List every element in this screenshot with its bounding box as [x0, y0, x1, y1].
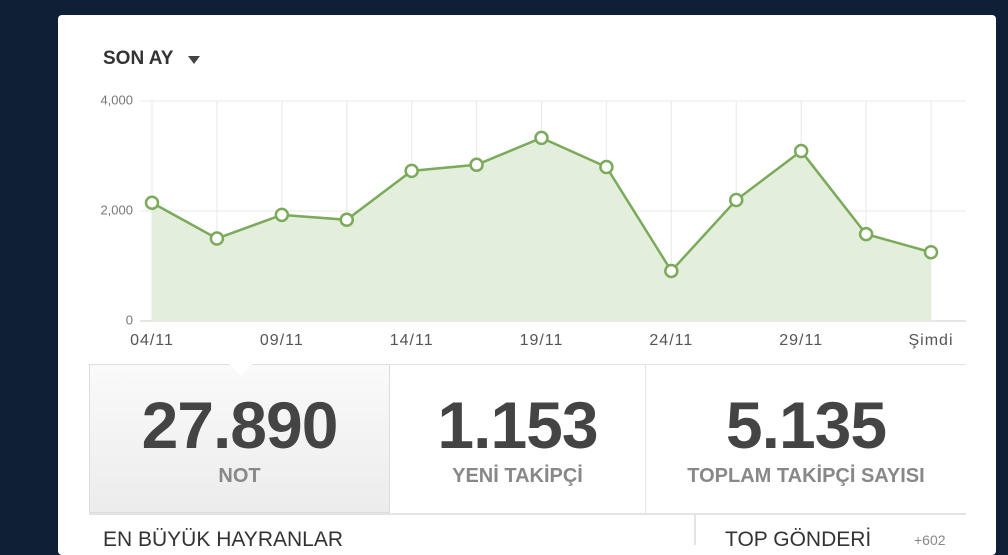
x-tick-label: 14/11: [390, 332, 434, 349]
y-tick-label: 2,000: [100, 202, 133, 217]
point: [599, 159, 614, 175]
x-tick-label: 04/11: [130, 332, 174, 349]
stat-label: TOPLAM TAKİPÇİ SAYISI: [687, 465, 925, 487]
stat-label: NOT: [218, 465, 261, 487]
x-tick-label: 19/11: [520, 332, 564, 349]
x-tick-label: 29/11: [779, 332, 823, 349]
x-tick-label: 24/11: [649, 332, 693, 349]
point: [339, 212, 354, 228]
point: [404, 163, 419, 179]
selected-notch: [229, 364, 253, 376]
stat-box[interactable]: 5.135 TOPLAM TAKİPÇİ SAYISI: [646, 364, 966, 513]
point: [209, 231, 225, 246]
y-tick-label: 4,000: [100, 92, 133, 107]
divider: [89, 513, 966, 515]
stat-value: 27.890: [141, 388, 339, 462]
point: [923, 245, 939, 260]
point: [664, 263, 679, 279]
count: +602: [914, 532, 946, 548]
stat-value: 5.135: [725, 388, 887, 462]
section-title: EN BÜYÜK HAYRANLAR: [103, 528, 344, 551]
point: [858, 226, 874, 242]
period-selector[interactable]: SON AY: [103, 48, 174, 69]
section-title: TOP GÖNDERİ: [725, 528, 872, 551]
point: [729, 192, 744, 208]
stat-label: YENİ TAKİPÇİ: [452, 465, 583, 487]
page: SON AY 0 2,000 4,000 04/11 09/11 14/11 19/11 24…: [58, 15, 996, 555]
divider: [694, 515, 696, 545]
chart: 0 2,000 4,000 04/11 09/11 14/11 19/11 24/11 29/1…: [100, 92, 966, 349]
stat-value: 1.153: [437, 388, 598, 462]
x-tick-label: Şimdi: [908, 332, 953, 349]
area-fill: [152, 137, 931, 321]
stat-box[interactable]: 1.153 YENİ TAKİPÇİ: [390, 364, 646, 513]
point: [793, 143, 809, 159]
stat-box[interactable]: 27.890 NOT: [89, 364, 390, 513]
point: [534, 130, 549, 146]
x-tick-label: 09/11: [260, 332, 304, 349]
y-tick-label: 0: [126, 312, 133, 327]
point: [144, 195, 160, 210]
dropdown-caret[interactable]: [188, 56, 200, 64]
point: [469, 157, 484, 173]
point: [274, 207, 290, 223]
